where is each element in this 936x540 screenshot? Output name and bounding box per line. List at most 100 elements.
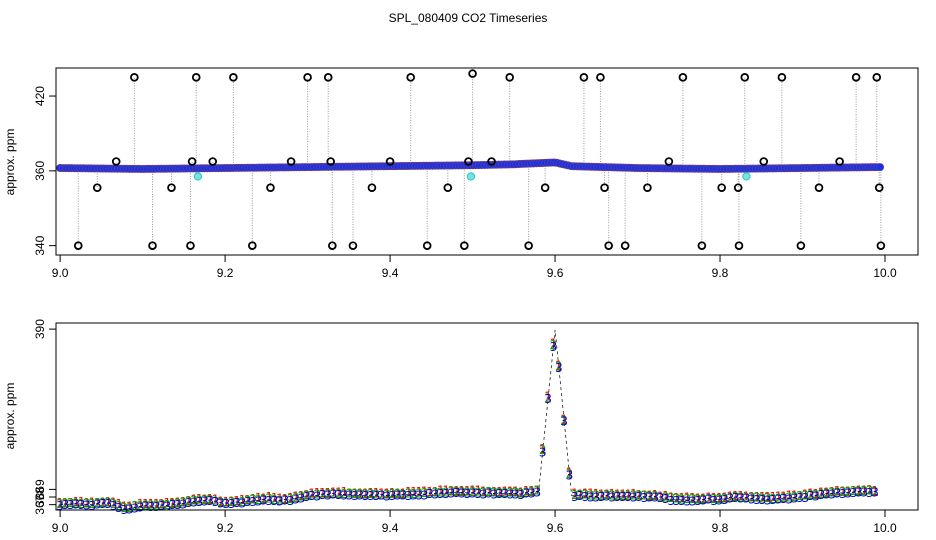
top-y-tick-label: 360 bbox=[33, 161, 47, 181]
bottom-x-tick-label: 9.4 bbox=[382, 521, 399, 535]
marker-2: 2 bbox=[94, 496, 102, 510]
marker-1: 1 bbox=[684, 491, 692, 505]
marker-3: 3 bbox=[265, 494, 273, 508]
marker-1: 1 bbox=[507, 484, 515, 498]
marker-2: 2 bbox=[791, 490, 799, 504]
marker-1: 1 bbox=[528, 484, 536, 498]
marker-3: 3 bbox=[662, 492, 670, 506]
bottom-x-tick-label: 9.2 bbox=[217, 521, 234, 535]
marker-2: 2 bbox=[780, 491, 788, 505]
marker-1: 1 bbox=[410, 485, 418, 499]
marker-3: 3 bbox=[362, 489, 370, 503]
marker-2: 2 bbox=[351, 487, 359, 501]
marker-3: 3 bbox=[764, 493, 772, 507]
marker-2: 2 bbox=[576, 488, 584, 502]
marker-1: 1 bbox=[142, 497, 150, 511]
marker-3: 3 bbox=[485, 486, 493, 500]
marker-1: 1 bbox=[855, 484, 863, 498]
outlier-point bbox=[208, 157, 218, 166]
marker-1: 1 bbox=[421, 484, 429, 498]
marker-2: 2 bbox=[62, 497, 70, 511]
marker-3: 3 bbox=[668, 494, 676, 508]
marker-2: 2 bbox=[212, 494, 220, 508]
marker-2: 2 bbox=[389, 487, 397, 501]
marker-1: 1 bbox=[137, 497, 145, 511]
marker-1: 1 bbox=[705, 491, 713, 505]
marker-3: 3 bbox=[759, 493, 767, 507]
outlier-point bbox=[835, 157, 844, 166]
marker-2: 2 bbox=[646, 489, 654, 503]
flagged-point bbox=[742, 172, 751, 181]
outlier-point bbox=[73, 241, 83, 250]
marker-3: 3 bbox=[732, 491, 740, 505]
outlier-point bbox=[464, 157, 473, 166]
outlier-point bbox=[697, 241, 707, 250]
marker-3: 3 bbox=[72, 497, 80, 511]
marker-3: 3 bbox=[716, 493, 724, 507]
outlier-point bbox=[406, 73, 415, 82]
marker-1: 1 bbox=[678, 491, 686, 505]
marker-3: 3 bbox=[432, 487, 440, 501]
outlier-point bbox=[876, 241, 886, 250]
marker-3: 3 bbox=[153, 500, 161, 514]
marker-2: 2 bbox=[239, 495, 247, 509]
marker-3: 3 bbox=[399, 489, 407, 503]
outlier-point bbox=[620, 241, 630, 250]
marker-2: 2 bbox=[598, 489, 606, 503]
marker-3: 3 bbox=[866, 486, 874, 500]
marker-2: 2 bbox=[180, 495, 188, 509]
marker-1: 1 bbox=[764, 490, 772, 504]
marker-3: 3 bbox=[850, 486, 858, 500]
outlier-point bbox=[92, 183, 102, 192]
marker-3: 3 bbox=[437, 487, 445, 501]
outlier-point bbox=[266, 183, 275, 192]
marker-1: 1 bbox=[587, 487, 595, 501]
marker-2: 2 bbox=[555, 359, 563, 373]
marker-1: 1 bbox=[668, 490, 676, 504]
marker-1: 1 bbox=[812, 487, 820, 501]
marker-3: 3 bbox=[383, 489, 391, 503]
marker-1: 1 bbox=[169, 496, 177, 510]
marker-1: 1 bbox=[405, 485, 413, 499]
marker-3: 3 bbox=[281, 494, 289, 508]
marker-1: 1 bbox=[276, 492, 284, 506]
marker-1: 1 bbox=[818, 485, 826, 499]
marker-1: 1 bbox=[598, 488, 606, 502]
marker-2: 2 bbox=[217, 495, 225, 509]
marker-1: 1 bbox=[748, 490, 756, 504]
marker-3: 3 bbox=[169, 498, 177, 512]
marker-1: 1 bbox=[737, 489, 745, 503]
marker-2: 2 bbox=[566, 467, 574, 481]
marker-3: 3 bbox=[533, 485, 541, 499]
outlier-point bbox=[487, 157, 496, 166]
marker-3: 3 bbox=[480, 487, 488, 501]
marker-2: 2 bbox=[255, 493, 263, 507]
marker-3: 3 bbox=[828, 487, 836, 501]
marker-1: 1 bbox=[625, 487, 633, 501]
outlier-point bbox=[604, 241, 613, 250]
outlier-point bbox=[596, 73, 605, 82]
marker-2: 2 bbox=[727, 491, 735, 505]
marker-2: 2 bbox=[206, 493, 214, 507]
marker-1: 1 bbox=[383, 487, 391, 501]
marker-3: 3 bbox=[861, 485, 869, 499]
marker-1: 1 bbox=[94, 496, 102, 510]
marker-3: 3 bbox=[442, 487, 450, 501]
marker-3: 3 bbox=[410, 489, 418, 503]
marker-2: 2 bbox=[169, 497, 177, 511]
marker-2: 2 bbox=[651, 489, 659, 503]
marker-1: 1 bbox=[619, 488, 627, 502]
marker-2: 2 bbox=[453, 485, 461, 499]
marker-2: 2 bbox=[244, 494, 252, 508]
marker-2: 2 bbox=[330, 487, 338, 501]
marker-3: 3 bbox=[105, 497, 113, 511]
marker-1: 1 bbox=[539, 442, 547, 456]
marker-2: 2 bbox=[807, 488, 815, 502]
outlier-point bbox=[643, 183, 652, 192]
marker-3: 3 bbox=[357, 489, 365, 503]
marker-1: 1 bbox=[866, 483, 874, 497]
bottom-x-tick-label: 10.0 bbox=[873, 521, 897, 535]
marker-1: 1 bbox=[576, 487, 584, 501]
marker-2: 2 bbox=[592, 489, 600, 503]
marker-3: 3 bbox=[88, 499, 96, 513]
